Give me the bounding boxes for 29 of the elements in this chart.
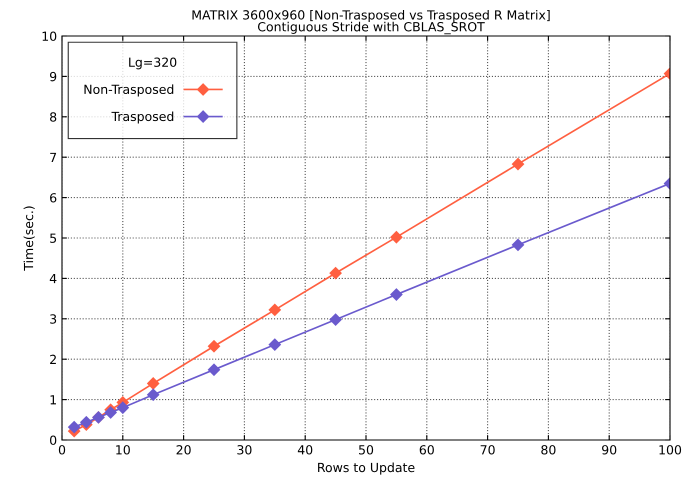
x-tick-label: 60 (420, 445, 434, 455)
y-axis-title: Time(sec.) (24, 206, 35, 271)
x-axis-title: Rows to Update (318, 462, 414, 475)
y-tick-label: 8 (50, 112, 56, 122)
legend-label: Non-Trasposed (84, 84, 174, 96)
y-tick-label: 6 (50, 193, 56, 203)
x-tick-label: 100 (659, 445, 682, 455)
y-tick-label: 5 (50, 234, 56, 243)
x-tick-label: 30 (237, 445, 252, 455)
y-tick-label: 9 (50, 72, 56, 82)
x-tick-label: 80 (541, 445, 556, 455)
x-tick-label: 70 (480, 445, 495, 455)
y-tick-label: 3 (50, 314, 56, 324)
legend-label: Trasposed (112, 111, 174, 124)
chart-subtitle: Contiguous Stride with CBLAS_SROT (258, 22, 485, 34)
x-tick-label: 10 (116, 445, 130, 455)
x-tick-label: 0 (58, 445, 66, 455)
x-tick-label: 50 (359, 445, 374, 455)
y-tick-label: 0 (50, 435, 56, 445)
y-tick-label: 2 (50, 354, 56, 364)
y-tick-label: 1 (50, 395, 56, 404)
x-tick-label: 40 (298, 445, 312, 455)
y-tick-label: 7 (50, 152, 56, 162)
y-tick-label: 10 (42, 31, 56, 41)
legend-title: Lg=320 (129, 57, 176, 70)
x-tick-label: 90 (602, 445, 616, 455)
y-tick-label: 4 (50, 274, 56, 284)
x-tick-label: 20 (176, 445, 191, 455)
chart-title: MATRIX 3600x960 [Non-Trasposed vs Trasposed R Matrix] (192, 10, 550, 22)
